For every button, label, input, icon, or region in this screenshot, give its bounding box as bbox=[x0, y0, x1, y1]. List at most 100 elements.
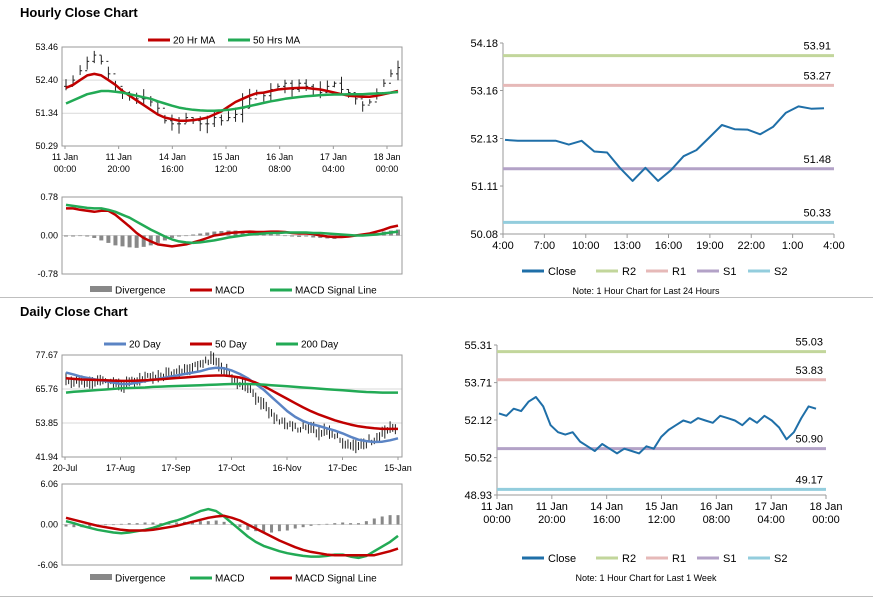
price-candle bbox=[339, 76, 344, 96]
legend-label: 50 Day bbox=[215, 340, 247, 351]
pivot-level-label: 51.48 bbox=[803, 154, 831, 166]
legend-label: Divergence bbox=[115, 286, 166, 297]
legend-label: Close bbox=[548, 266, 576, 278]
legend-label: S1 bbox=[723, 553, 736, 565]
legend-swatch bbox=[90, 574, 112, 580]
x-tick-label: 4:00 bbox=[823, 240, 844, 252]
x-tick-label: 17 Jan bbox=[755, 501, 788, 513]
divergence-bar bbox=[349, 523, 353, 525]
divergence-bar bbox=[106, 235, 111, 243]
divergence-bar bbox=[301, 524, 305, 528]
x-tick-label: 17 Jan bbox=[320, 152, 347, 162]
divergence-bar bbox=[155, 235, 160, 243]
divergence-bar bbox=[104, 524, 108, 526]
x-tick-label: 00:00 bbox=[376, 164, 399, 174]
price-candle bbox=[106, 60, 111, 79]
y-tick-label: 77.67 bbox=[35, 350, 58, 360]
divergence-bar bbox=[177, 235, 182, 237]
divergence-bar bbox=[119, 523, 123, 525]
plot-frame bbox=[61, 46, 403, 147]
divergence-bar bbox=[372, 518, 376, 525]
legend-label: Close bbox=[548, 553, 576, 565]
divergence-bar bbox=[143, 522, 147, 525]
chart-note: Note: 1 Hour Chart for Last 1 Week bbox=[576, 573, 717, 583]
x-tick-label: 4:00 bbox=[492, 240, 513, 252]
x-tick-label: 12:00 bbox=[648, 514, 676, 526]
divergence-bar bbox=[175, 522, 179, 525]
divergence-bar bbox=[198, 233, 203, 236]
x-tick-label: 16 Jan bbox=[266, 152, 293, 162]
y-tick-label: -6.06 bbox=[37, 560, 58, 570]
divergence-bar bbox=[325, 523, 329, 525]
price-candle bbox=[367, 99, 372, 106]
x-tick-label: 08:00 bbox=[703, 514, 731, 526]
divergence-bar bbox=[169, 235, 174, 238]
divergence-bar bbox=[111, 524, 115, 526]
legend-label: MACD bbox=[215, 574, 244, 585]
y-tick-label: 48.93 bbox=[464, 490, 492, 502]
x-tick-label: 1:00 bbox=[782, 240, 803, 252]
divergence-bar bbox=[356, 523, 360, 525]
section-divider bbox=[0, 297, 873, 298]
divergence-bar bbox=[268, 234, 273, 236]
chart-note: Note: 1 Hour Chart for Last 24 Hours bbox=[572, 286, 720, 296]
legend-label: S1 bbox=[723, 266, 736, 278]
section-divider bbox=[0, 596, 873, 597]
y-tick-label: 52.12 bbox=[464, 415, 492, 427]
legend-label: 20 Hr MA bbox=[173, 36, 216, 47]
divergence-bar bbox=[134, 235, 139, 248]
x-tick-label: 19:00 bbox=[696, 240, 724, 252]
divergence-bar bbox=[290, 235, 295, 237]
legend-label: 50 Hrs MA bbox=[253, 36, 301, 47]
macd-line bbox=[65, 514, 399, 557]
price-candle bbox=[99, 54, 104, 65]
price-candle bbox=[396, 60, 400, 81]
y-tick-label: 0.00 bbox=[40, 520, 58, 530]
divergence-bar bbox=[72, 524, 76, 528]
divergence-bar bbox=[240, 231, 245, 236]
y-tick-label: 65.76 bbox=[35, 384, 58, 394]
price-candle bbox=[169, 114, 174, 131]
hourly-section-title: Hourly Close Chart bbox=[20, 5, 138, 20]
legend-label: MACD bbox=[215, 286, 244, 297]
y-tick-label: 0.78 bbox=[40, 192, 58, 202]
legend-label: S2 bbox=[774, 553, 787, 565]
divergence-bar bbox=[341, 522, 345, 525]
divergence-bar bbox=[113, 235, 118, 246]
x-tick-label: 15-Jan bbox=[384, 463, 412, 473]
divergence-bar bbox=[214, 520, 218, 525]
divergence-bar bbox=[293, 524, 297, 529]
y-tick-label: 55.31 bbox=[464, 340, 492, 352]
x-tick-label: 16:00 bbox=[593, 514, 621, 526]
x-tick-label: 00:00 bbox=[54, 164, 77, 174]
x-tick-label: 00:00 bbox=[483, 514, 511, 526]
divergence-bar bbox=[71, 235, 76, 237]
divergence-bar bbox=[282, 235, 287, 237]
divergence-bar bbox=[262, 524, 266, 533]
x-tick-label: 17-Dec bbox=[328, 463, 358, 473]
divergence-bar bbox=[309, 524, 313, 526]
divergence-bar bbox=[120, 235, 125, 247]
divergence-bar bbox=[99, 235, 104, 241]
x-tick-label: 18 Jan bbox=[373, 152, 400, 162]
x-tick-label: 00:00 bbox=[812, 514, 840, 526]
x-tick-label: 20-Jul bbox=[53, 463, 78, 473]
ma-line bbox=[65, 366, 399, 444]
divergence-bar bbox=[85, 235, 90, 237]
divergence-bar bbox=[127, 523, 131, 525]
pivot-level-label: 55.03 bbox=[795, 337, 823, 349]
legend-swatch bbox=[90, 286, 112, 292]
y-tick-label: 51.34 bbox=[35, 108, 58, 118]
divergence-bar bbox=[191, 234, 196, 236]
divergence-bar bbox=[380, 516, 384, 525]
y-tick-label: 50.52 bbox=[464, 453, 492, 465]
x-tick-label: 11 Jan bbox=[481, 501, 513, 513]
divergence-bar bbox=[206, 521, 210, 525]
pivot-level-label: 53.91 bbox=[803, 41, 831, 53]
legend-label: Divergence bbox=[115, 574, 166, 585]
divergence-bar bbox=[238, 524, 242, 528]
